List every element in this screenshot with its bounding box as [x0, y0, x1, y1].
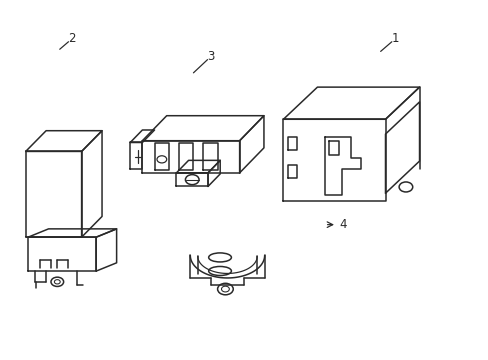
Text: 4: 4: [339, 218, 346, 231]
Text: 3: 3: [206, 50, 214, 63]
Text: 1: 1: [391, 32, 398, 45]
Text: 2: 2: [68, 32, 76, 45]
